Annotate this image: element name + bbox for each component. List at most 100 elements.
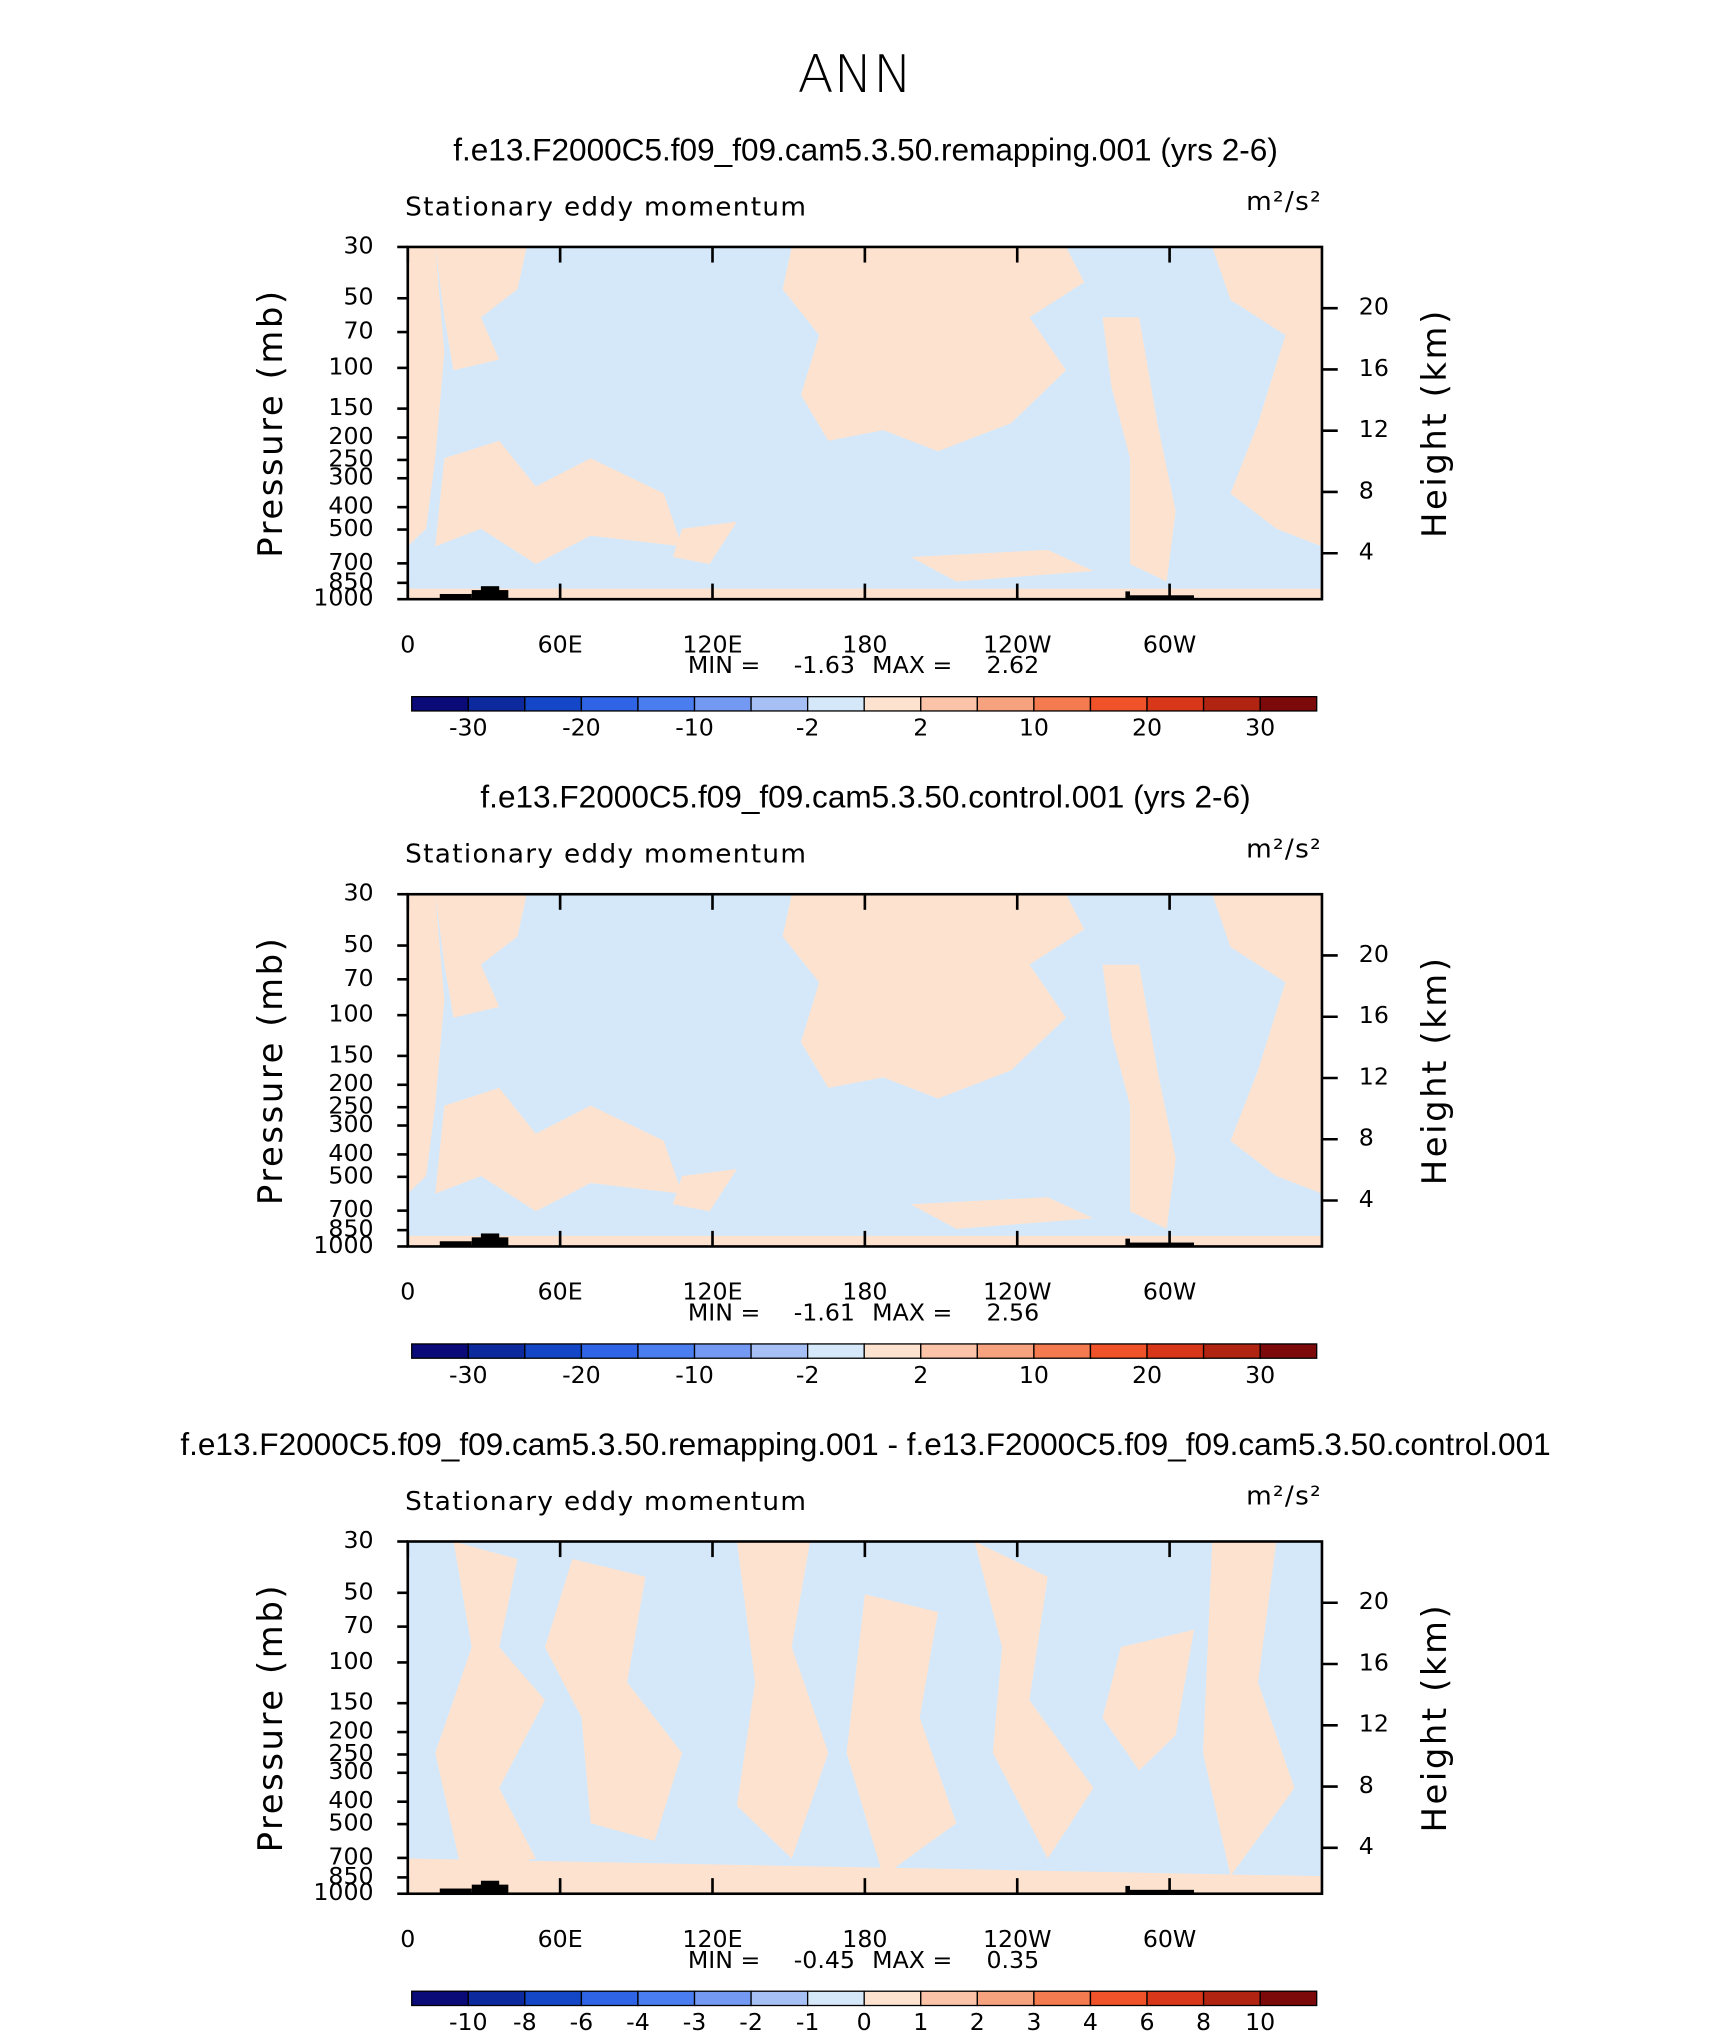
x-tick-label: 120W (983, 1925, 1052, 1953)
contour-region (1102, 964, 1176, 1229)
contour-region (407, 894, 445, 1194)
colorbar-box (1089, 1990, 1148, 2007)
y-tick-label: 30 (343, 232, 373, 260)
colorbar-box (750, 696, 809, 712)
colorbar-box (976, 1343, 1035, 1359)
colorbar-box (976, 1990, 1035, 2007)
y-tick-label: 100 (328, 1647, 373, 1675)
topography (439, 1241, 472, 1247)
y-tick-label: 50 (343, 1577, 373, 1605)
colorbar-box (693, 1343, 752, 1359)
y2-tick-label: 4 (1359, 538, 1374, 566)
min-value: -0.45 (794, 1946, 855, 1974)
y-axis-label: Pressure (mb) (251, 288, 291, 557)
colorbar-box (580, 1990, 639, 2007)
x-tick-label: 180 (842, 1278, 887, 1306)
colorbar-label: 10 (1019, 1361, 1049, 1389)
y-tick-label: 500 (328, 1161, 373, 1189)
y2-tick-label: 16 (1359, 354, 1389, 382)
contour-region (672, 521, 737, 564)
colorbar-box (467, 696, 526, 712)
contour-region (544, 1559, 683, 1841)
max-label: MAX = (872, 1299, 952, 1327)
y-tick-label: 1000 (313, 1231, 373, 1259)
y2-tick-label: 20 (1359, 940, 1389, 968)
min-value: -1.63 (794, 651, 855, 679)
contour-region (1212, 894, 1322, 1194)
x-tick-label: 0 (400, 1925, 415, 1953)
colorbar-box (411, 696, 469, 712)
contour-region (407, 1858, 1322, 1894)
topography (1129, 595, 1194, 600)
y-tick-label: 400 (328, 492, 373, 520)
contour-region (782, 894, 1085, 1099)
y2-tick-label: 20 (1359, 1587, 1389, 1615)
y-tick-label: 250 (328, 1092, 373, 1120)
colorbar-box (580, 696, 639, 712)
colorbar-box (1259, 696, 1318, 712)
y2-axis-label: Height (km) (1415, 308, 1455, 538)
y-tick-label: 70 (343, 964, 373, 992)
colorbar-label: -30 (449, 1361, 488, 1389)
colorbar-label: 8 (1196, 2008, 1211, 2036)
x-tick-label: 60W (1143, 1925, 1197, 1953)
colorbar-box (1259, 1990, 1318, 2007)
y-tick-label: 1000 (313, 584, 373, 612)
colorbar-label: 20 (1132, 1361, 1162, 1389)
topography (480, 1233, 500, 1247)
y-tick-label: 500 (328, 514, 373, 542)
colorbar-box (1089, 696, 1148, 712)
topography (439, 593, 472, 600)
units: m²/s² (1246, 1482, 1322, 1512)
x-tick-label: 180 (842, 1925, 887, 1953)
colorbar-box (580, 1343, 639, 1359)
y-tick-label: 700 (328, 1195, 373, 1223)
y-tick-label: 400 (328, 1139, 373, 1167)
subtitle: Stationary eddy momentum (405, 193, 807, 223)
max-value: 2.56 (986, 1299, 1039, 1327)
colorbar-label: 4 (1083, 2008, 1098, 2036)
max-value: 0.35 (986, 1946, 1039, 1974)
contour-region (435, 440, 683, 564)
colorbar-label: 6 (1139, 2008, 1154, 2036)
y2-tick-label: 16 (1359, 1649, 1389, 1677)
y-tick-label: 400 (328, 1786, 373, 1814)
y-tick-label: 250 (328, 1739, 373, 1767)
colorbar-box (637, 1990, 696, 2007)
contour-region (435, 894, 527, 1018)
colorbar-label: -3 (683, 2008, 707, 2036)
y-tick-label: 30 (343, 879, 373, 907)
y-tick-label: 70 (343, 1611, 373, 1639)
colorbar-box (411, 1990, 469, 2007)
contour-region (974, 1541, 1094, 1859)
colorbar-box (637, 696, 696, 712)
y-tick-label: 200 (328, 422, 373, 450)
contour-region (1212, 246, 1322, 547)
y-axis-label: Pressure (mb) (251, 1583, 291, 1852)
min-label: MIN = (688, 1946, 760, 1974)
x-tick-label: 120E (682, 631, 742, 659)
colorbar-box (467, 1990, 526, 2007)
colorbar-label: 30 (1245, 714, 1275, 742)
colorbar-box (524, 1990, 583, 2007)
y2-tick-label: 4 (1359, 1185, 1374, 1213)
y2-tick-label: 16 (1359, 1001, 1389, 1029)
colorbar-box (1033, 1990, 1092, 2007)
colorbar-label: -2 (739, 2008, 763, 2036)
colorbar-label: -10 (449, 2008, 488, 2036)
contour-region (435, 1087, 683, 1212)
colorbar-label: -4 (626, 2008, 650, 2036)
colorbar-box (920, 1990, 978, 2007)
x-tick-label: 180 (842, 631, 887, 659)
topography (480, 1880, 500, 1894)
colorbar-box (976, 696, 1035, 712)
colorbar-label: -2 (796, 1361, 820, 1389)
panel: f.e13.F2000C5.f09_f09.cam5.3.50.control.… (251, 780, 1455, 1389)
topography (1129, 1242, 1194, 1247)
colorbar-label: -20 (562, 714, 601, 742)
colorbar-label: -8 (513, 2008, 537, 2036)
colorbar-label: 30 (1245, 1361, 1275, 1389)
colorbar-box (637, 1343, 696, 1359)
colorbar-box (806, 1990, 865, 2007)
